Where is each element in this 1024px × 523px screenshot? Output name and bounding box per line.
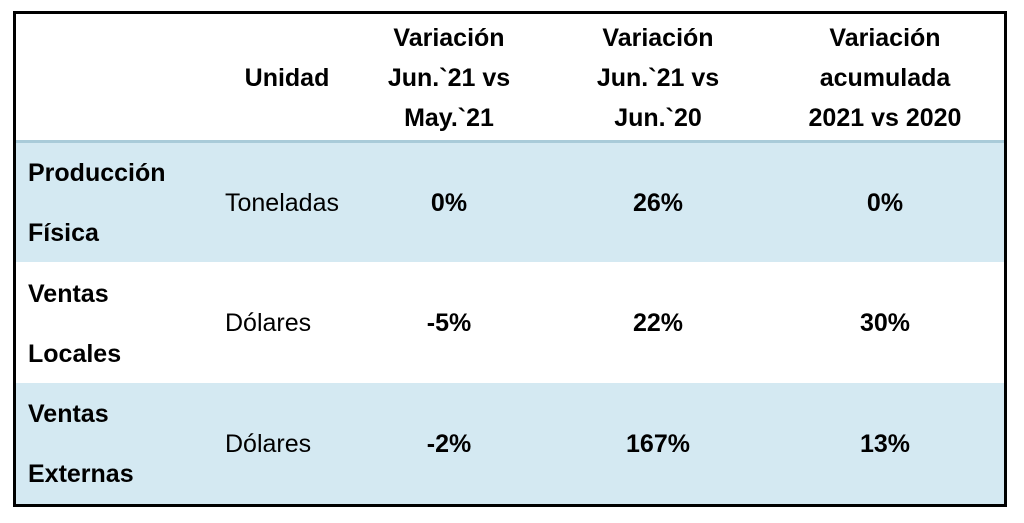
header-cell: Variación acumulada 2021 vs 2020 [808, 24, 962, 132]
value-cell: 0% [430, 188, 468, 217]
table-border [13, 11, 1007, 507]
row-label: Ventas Externas [28, 400, 134, 488]
value-cell: -2% [426, 429, 472, 458]
unit-cell: Dólares [225, 309, 312, 337]
value-cell: -5% [426, 309, 472, 337]
value-cell: 22% [632, 309, 684, 337]
row-band [16, 142, 1004, 262]
row-label: Producción Física [28, 159, 166, 247]
header-cell: Variación Jun.`21 vs May.`21 [387, 24, 511, 132]
header-separator [16, 140, 1004, 143]
unit-cell: Toneladas [225, 188, 339, 217]
value-cell: 167% [626, 429, 690, 458]
value-cell: 26% [632, 188, 684, 217]
value-cell: 30% [859, 309, 911, 337]
row-band [16, 383, 1004, 504]
header-cell: Unidad [244, 64, 330, 92]
header-cell: Variación Jun.`21 vs Jun.`20 [596, 24, 720, 132]
value-cell: 0% [866, 188, 904, 217]
value-cell: 13% [859, 429, 911, 458]
unit-cell: Dólares [225, 429, 312, 458]
row-label: Ventas Locales [28, 279, 122, 368]
